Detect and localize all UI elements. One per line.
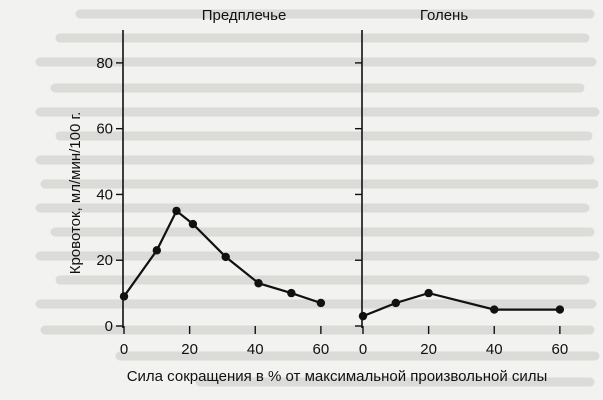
data-point (424, 288, 433, 298)
x-tick-label: 60 (313, 341, 330, 358)
panel-2: Голень 0 20 40 60 (355, 7, 568, 358)
data-point (490, 305, 499, 314)
x-tick-label: 40 (486, 341, 503, 358)
y-tick-label: 40 (96, 186, 113, 203)
data-point (119, 292, 129, 301)
y-tick-label: 0 (105, 318, 113, 335)
y-axis-title: Кровоток, мл/мин/100 г. (67, 112, 84, 275)
x-axis-title: Сила сокращения в % от максимальной прои… (127, 368, 548, 385)
x-tick-label: 20 (420, 341, 437, 358)
data-point (287, 288, 296, 298)
data-point (172, 206, 181, 216)
x-tick-label: 40 (247, 341, 264, 358)
y-tick-label: 60 (96, 121, 113, 138)
data-point (188, 219, 198, 229)
panel-1: Предплечье 0 20 40 60 80 0 20 40 60 (96, 7, 329, 358)
x-tick-label: 0 (120, 341, 128, 358)
x-tick-label: 0 (359, 341, 367, 358)
y-tick-label: 20 (96, 252, 113, 269)
data-point (316, 298, 326, 308)
data-point (152, 246, 162, 255)
series-line (123, 209, 322, 305)
data-point (254, 279, 263, 288)
data-point (555, 305, 565, 314)
panel-title: Голень (420, 7, 469, 24)
x-tick-label: 20 (181, 341, 198, 358)
panel-title: Предплечье (202, 7, 287, 24)
data-point (391, 298, 401, 308)
x-tick-label: 60 (552, 341, 569, 358)
data-point (221, 252, 230, 262)
y-tick-label: 80 (96, 55, 113, 72)
data-point (358, 311, 368, 321)
